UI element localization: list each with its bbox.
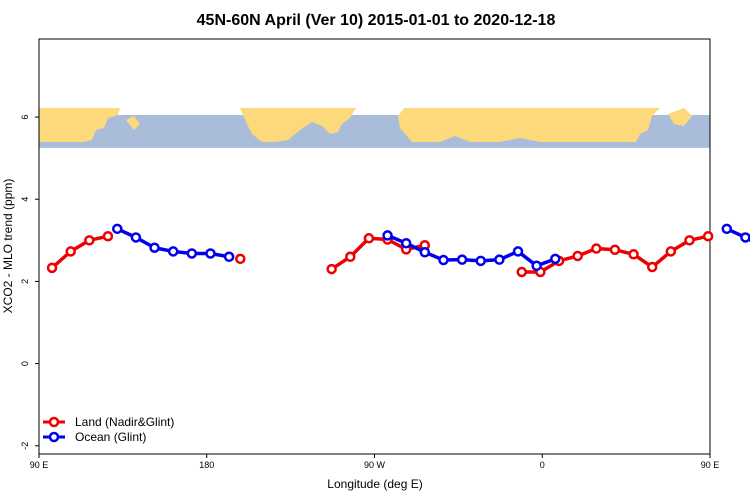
x-axis: 90 E 180 90 W 0 90 E bbox=[30, 454, 720, 470]
data-point bbox=[167, 246, 179, 257]
legend-ocean-marker bbox=[48, 431, 60, 443]
series-1 bbox=[112, 223, 750, 272]
data-point bbox=[609, 244, 621, 256]
data-point bbox=[456, 254, 468, 265]
series-line bbox=[386, 233, 556, 268]
data-point bbox=[419, 247, 431, 258]
y-tick-label: 2 bbox=[20, 279, 30, 284]
map-land-shape bbox=[398, 108, 660, 142]
data-point bbox=[494, 254, 505, 265]
x-tick-label: 90 E bbox=[701, 460, 720, 470]
data-point bbox=[550, 253, 561, 265]
map-land-shape bbox=[39, 108, 120, 142]
data-point bbox=[102, 230, 114, 242]
data-point bbox=[130, 232, 142, 243]
plot-frame bbox=[38, 38, 711, 455]
data-point bbox=[84, 235, 95, 246]
data-point bbox=[438, 254, 449, 266]
series-0 bbox=[46, 230, 714, 278]
data-point bbox=[516, 266, 527, 278]
data-point bbox=[326, 263, 337, 275]
data-point bbox=[721, 223, 733, 235]
data-point bbox=[702, 230, 714, 242]
y-axis: -2 0 2 4 6 bbox=[20, 115, 39, 450]
data-point bbox=[665, 246, 677, 257]
data-point bbox=[382, 230, 393, 241]
x-tick-label: 0 bbox=[540, 460, 545, 470]
data-point bbox=[186, 248, 198, 259]
y-tick-label: 0 bbox=[20, 361, 30, 366]
legend-ocean-label: Ocean (Glint) bbox=[75, 430, 146, 444]
data-point bbox=[740, 232, 750, 243]
x-tick-label: 180 bbox=[199, 460, 214, 470]
map-land-shape bbox=[668, 108, 692, 126]
x-tick-label: 90 W bbox=[364, 460, 386, 470]
data-point bbox=[363, 233, 375, 244]
y-tick-label: -2 bbox=[20, 442, 30, 450]
data-point bbox=[223, 251, 235, 263]
data-point bbox=[572, 250, 583, 262]
series-layer bbox=[46, 223, 750, 278]
y-axis-label: XCO2 - MLO trend (ppm) bbox=[1, 179, 15, 314]
y-tick-label: 4 bbox=[20, 197, 30, 202]
map-land-shape bbox=[126, 116, 140, 130]
map-land-shape bbox=[432, 110, 456, 128]
data-point bbox=[46, 262, 58, 274]
data-point bbox=[112, 223, 123, 235]
data-point bbox=[345, 251, 356, 263]
world-map-strip bbox=[39, 108, 710, 148]
data-point bbox=[475, 255, 486, 267]
data-point bbox=[205, 248, 216, 259]
data-point bbox=[400, 237, 412, 249]
data-point bbox=[531, 260, 542, 272]
data-point bbox=[149, 242, 160, 253]
legend-land-marker bbox=[48, 416, 60, 428]
data-point bbox=[512, 246, 524, 257]
series-line bbox=[50, 234, 109, 270]
legend-land-label: Land (Nadir&Glint) bbox=[75, 415, 174, 429]
map-land bbox=[39, 108, 692, 142]
y-tick-label: 6 bbox=[20, 115, 30, 120]
data-point bbox=[684, 235, 695, 246]
legend: Land (Nadir&Glint) Ocean (Glint) bbox=[43, 415, 174, 444]
data-point bbox=[646, 261, 658, 273]
data-point bbox=[65, 246, 76, 257]
chart-title: 45N-60N April (Ver 10) 2015-01-01 to 202… bbox=[197, 12, 556, 29]
data-point bbox=[628, 249, 639, 260]
map-land-shape bbox=[300, 110, 330, 122]
data-point bbox=[235, 253, 246, 265]
data-point bbox=[591, 243, 602, 254]
x-tick-label: 90 E bbox=[30, 460, 49, 470]
x-axis-label: Longitude (deg E) bbox=[327, 477, 422, 491]
